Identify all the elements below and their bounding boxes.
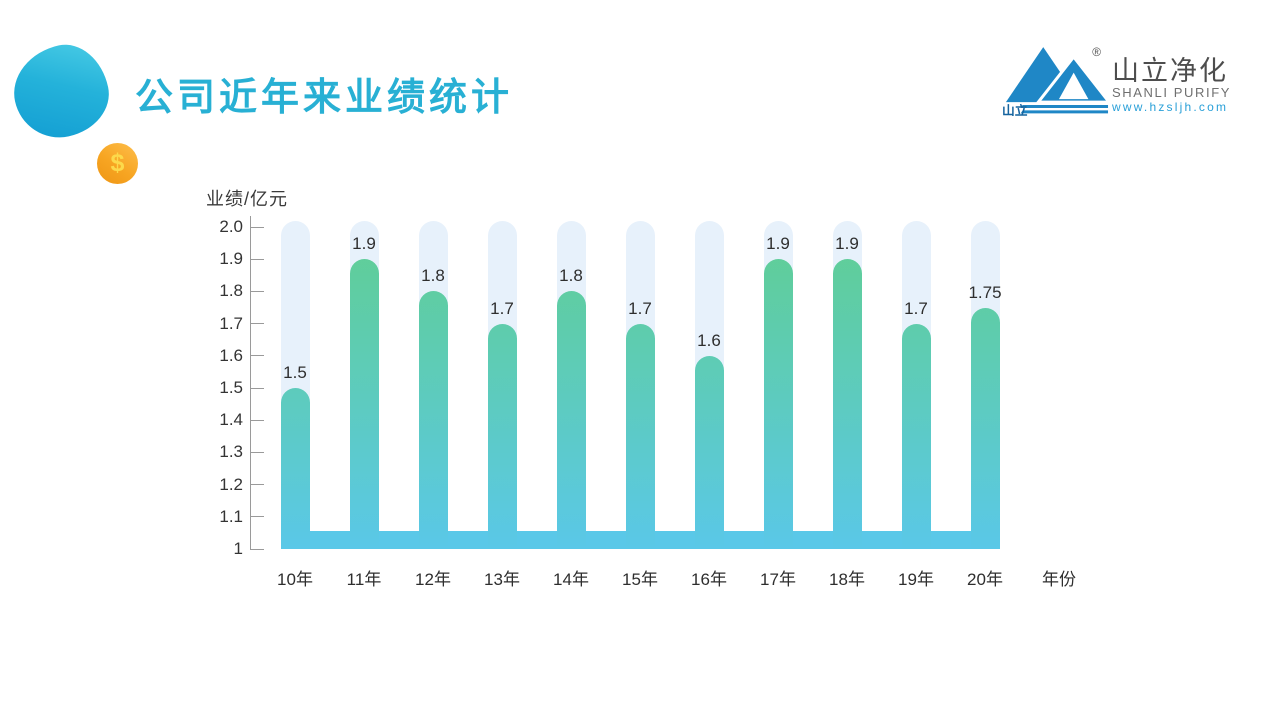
bar-value-label: 1.5	[283, 363, 307, 382]
bar-value-label: 1.9	[835, 234, 859, 254]
y-tick-label: 1.7	[219, 313, 243, 333]
bar-value-label: 1.7	[904, 298, 928, 318]
y-tick-label: 1	[233, 539, 243, 558]
bar-value-label: 1.8	[421, 266, 445, 286]
page-title: 公司近年来业绩统计	[135, 77, 514, 119]
logo-cn-small-text: 山立	[1002, 103, 1028, 116]
x-axis-title: 年份	[1042, 570, 1076, 589]
coin-icon: $	[97, 143, 138, 184]
mountain-logo-icon: 山立 ®	[1002, 46, 1110, 116]
y-tick-label: 1.5	[219, 378, 243, 397]
registered-trademark-icon: ®	[1092, 46, 1101, 59]
y-tick	[251, 387, 264, 389]
y-axis-line	[250, 216, 251, 550]
x-category-label: 16年	[691, 570, 727, 589]
bar-value-label: 1.7	[628, 298, 652, 318]
y-tick	[251, 323, 264, 325]
y-tick-label: 1.6	[219, 345, 243, 365]
y-tick	[251, 419, 264, 421]
bar-fill	[280, 388, 310, 549]
x-category-label: 11年	[346, 570, 382, 589]
bar-fill	[901, 323, 931, 549]
x-category-label: 17年	[760, 570, 796, 589]
x-category-label: 20年	[967, 570, 1003, 589]
y-tick-label: 1.4	[219, 410, 243, 430]
y-tick	[251, 258, 264, 260]
x-category-label: 19年	[898, 570, 934, 589]
y-tick-label: 1.9	[219, 249, 243, 269]
bar-fill	[349, 259, 379, 549]
logo-cn-name: 山立净化	[1112, 56, 1228, 86]
bar-value-label: 1.8	[559, 266, 583, 286]
y-tick-label: 1.8	[219, 281, 243, 301]
bar-fill	[970, 307, 1000, 549]
logo-text-block: 山立净化 SHANLI PURIFY www.hzsljh.com	[1112, 58, 1247, 114]
y-axis-title: 业绩/亿元	[206, 189, 289, 209]
x-category-label: 18年	[829, 570, 865, 589]
bar-value-label: 1.7	[490, 298, 514, 318]
x-category-label: 13年	[484, 570, 520, 589]
bar-value-label: 1.9	[766, 234, 790, 254]
x-category-label: 10年	[277, 570, 313, 589]
bar-fill	[763, 259, 793, 549]
y-tick	[251, 226, 264, 228]
x-category-label: 12年	[415, 570, 451, 589]
x-category-label: 15年	[622, 570, 658, 589]
y-tick	[251, 451, 264, 453]
bar-fill	[832, 259, 862, 549]
bar-fill	[487, 323, 517, 549]
x-category-label: 14年	[553, 570, 589, 589]
company-logo: 山立 ® 山立净化 SHANLI PURIFY www.hzsljh.com	[1000, 38, 1245, 118]
y-tick-label: 1.3	[219, 442, 243, 462]
dollar-symbol: $	[110, 149, 125, 177]
y-tick	[251, 290, 264, 292]
bar-value-label: 1.9	[352, 234, 376, 254]
bar-value-label: 1.6	[697, 330, 721, 350]
y-tick	[251, 548, 264, 550]
y-tick	[251, 355, 264, 357]
y-tick-label: 2.0	[219, 217, 243, 236]
bar-fill	[418, 291, 448, 549]
bar-fill	[625, 323, 655, 549]
logo-website: www.hzsljh.com	[1112, 100, 1229, 114]
bar-fill	[556, 291, 586, 549]
y-tick-label: 1.2	[219, 474, 243, 494]
bar-fill	[694, 355, 724, 549]
logo-en-name: SHANLI PURIFY	[1112, 85, 1232, 100]
y-tick	[251, 516, 264, 518]
bar-value-label: 1.75	[968, 282, 1002, 302]
y-tick-label: 1.1	[219, 506, 243, 526]
y-tick	[251, 484, 264, 486]
